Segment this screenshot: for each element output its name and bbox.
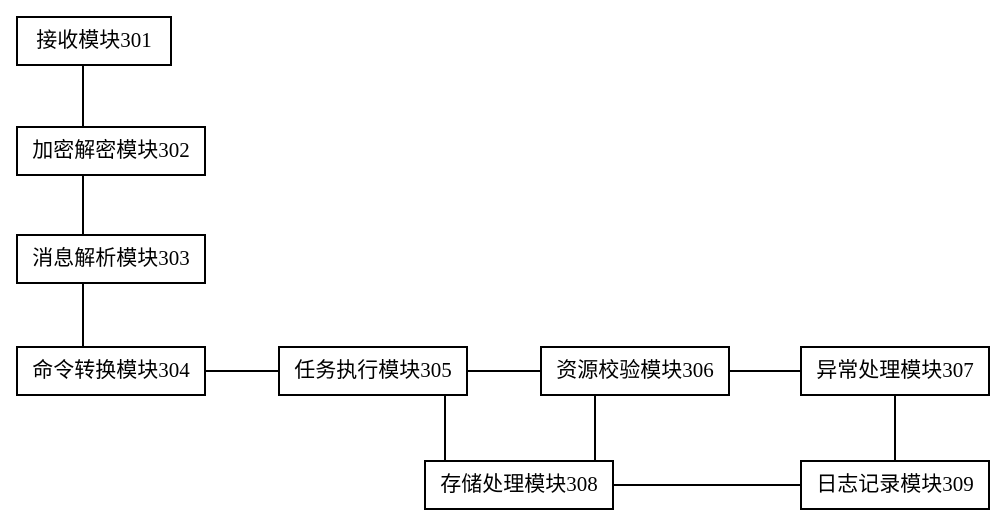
node-304: 命令转换模块304 [16, 346, 206, 396]
node-302: 加密解密模块302 [16, 126, 206, 176]
edge-307-309 [894, 396, 896, 460]
node-309: 日志记录模块309 [800, 460, 990, 510]
node-307: 异常处理模块307 [800, 346, 990, 396]
node-308: 存储处理模块308 [424, 460, 614, 510]
edge-305-308 [444, 396, 446, 460]
node-305: 任务执行模块305 [278, 346, 468, 396]
edge-306-307 [730, 370, 800, 372]
node-306: 资源校验模块306 [540, 346, 730, 396]
edge-305-306 [468, 370, 540, 372]
node-303: 消息解析模块303 [16, 234, 206, 284]
node-301: 接收模块301 [16, 16, 172, 66]
edge-301-302 [82, 66, 84, 126]
edge-308-309 [614, 484, 800, 486]
edge-303-304 [82, 284, 84, 346]
edge-306-308 [594, 396, 596, 460]
edge-302-303 [82, 176, 84, 234]
edge-304-305 [206, 370, 278, 372]
